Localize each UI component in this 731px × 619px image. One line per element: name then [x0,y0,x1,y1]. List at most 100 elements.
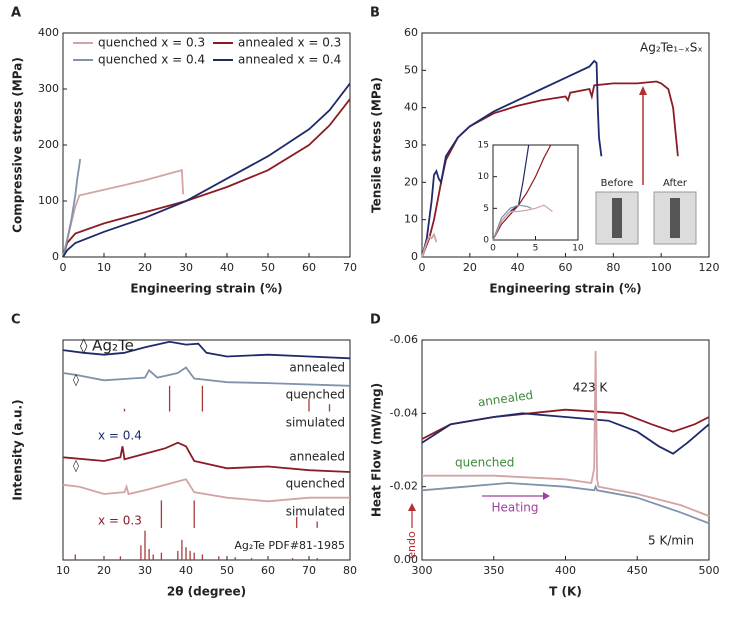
x-tick-label: 50 [220,564,234,577]
x-tick-label: 20 [138,261,152,274]
x-tick-label: 20 [463,261,477,274]
y-tick-label: 20 [404,175,418,188]
annotation: 423 K [573,381,609,395]
annotation: quenched [455,456,514,470]
x-axis-label: Engineering strain (%) [489,282,641,296]
annotation: ◊ [73,373,79,387]
x-tick-label: 400 [555,564,576,577]
annotation: quenched [286,477,345,491]
y-axis-label: Compressive stress (MPa) [11,57,25,233]
legend-label: quenched x = 0.4 [98,53,205,67]
y-tick-label: 400 [38,26,59,39]
x-axis-label: T (K) [549,585,582,599]
series-line [62,169,184,258]
annotation: Heating [491,501,538,515]
series-line [492,144,552,241]
y-tick-label: 50 [404,63,418,76]
legend-label: annealed x = 0.3 [238,36,341,50]
series-line [421,232,438,258]
x-tick-label: 70 [343,261,357,274]
x-tick-label: 10 [572,244,584,254]
x-tick-label: 40 [179,564,193,577]
annotation: simulated [286,505,345,519]
x-tick-label: 450 [627,564,648,577]
annotation: Ag₂Te₁₋ₓSₓ [640,41,703,55]
x-tick-label: 60 [559,261,573,274]
arrow-head [408,503,416,511]
panel-label: A [11,6,21,21]
annotation: annealed [477,388,534,410]
annotation: 5 K/min [648,534,694,548]
y-axis-label: Intensity (a.u.) [11,399,25,500]
y-axis-label: Tensile stress (MPa) [370,77,384,213]
y-tick-label: 10 [478,172,490,182]
series-line [422,350,710,517]
x-tick-label: 0 [419,261,426,274]
x-tick-label: 350 [483,564,504,577]
annotation: Ag₂Te PDF#81-1985 [234,539,345,552]
x-tick-label: 20 [97,564,111,577]
x-tick-label: 30 [179,261,193,274]
panel-label: C [11,313,21,328]
annotation: quenched [286,388,345,402]
x-tick-label: 60 [302,261,316,274]
annotation: annealed [289,450,345,464]
series-line [492,204,553,241]
specimen [612,198,622,238]
arrow-head [543,492,550,500]
y-tick-label: 300 [38,82,59,95]
series-line [62,340,351,360]
annotation: After [663,178,688,189]
y-tick-label: 200 [38,138,59,151]
y-axis-label: Heat Flow (mW/mg) [370,383,384,517]
x-tick-label: 30 [138,564,152,577]
y-tick-label: -0.02 [390,480,418,493]
series-line [62,441,351,473]
series-line [62,158,82,258]
x-tick-label: 10 [97,261,111,274]
arrow-head [639,86,647,95]
y-tick-label: -0.06 [390,333,418,346]
x-tick-label: 50 [261,261,275,274]
y-tick-label: 0 [411,250,418,263]
series-line [62,98,351,258]
x-tick-label: 500 [699,564,720,577]
y-tick-label: 40 [404,101,418,114]
annotation: x = 0.4 [98,429,142,443]
y-tick-label: 0 [52,250,59,263]
legend-label: annealed x = 0.4 [238,53,341,67]
annotation: x = 0.3 [98,514,142,528]
annotation: annealed [289,361,345,375]
annotation: simulated [286,416,345,430]
series-line [62,366,351,387]
x-tick-label: 80 [606,261,620,274]
series-line [492,204,532,241]
x-tick-label: 10 [56,564,70,577]
plot-frame [492,144,579,241]
x-axis-label: 2θ (degree) [167,585,246,599]
series-line [62,478,350,503]
x-axis-label: Engineering strain (%) [130,282,282,296]
y-tick-label: 100 [38,194,59,207]
x-tick-label: 300 [412,564,433,577]
x-tick-label: 40 [220,261,234,274]
y-tick-label: -0.04 [390,406,418,419]
y-tick-label: 60 [404,26,418,39]
panel-label: D [370,313,381,328]
series-line [421,408,710,440]
x-tick-label: 0 [60,261,67,274]
plot-frame [62,339,351,561]
series-line [421,482,710,525]
panel-label: B [370,6,380,21]
x-tick-label: 5 [533,244,539,254]
x-tick-label: 100 [651,261,672,274]
x-tick-label: 80 [343,564,357,577]
series-line [421,59,603,258]
annotation: ◊ Ag₂Te [80,337,134,355]
y-tick-label: 30 [404,138,418,151]
series-line [62,82,351,258]
y-tick-label: 5 [483,204,489,214]
x-tick-label: 70 [302,564,316,577]
x-tick-label: 60 [261,564,275,577]
